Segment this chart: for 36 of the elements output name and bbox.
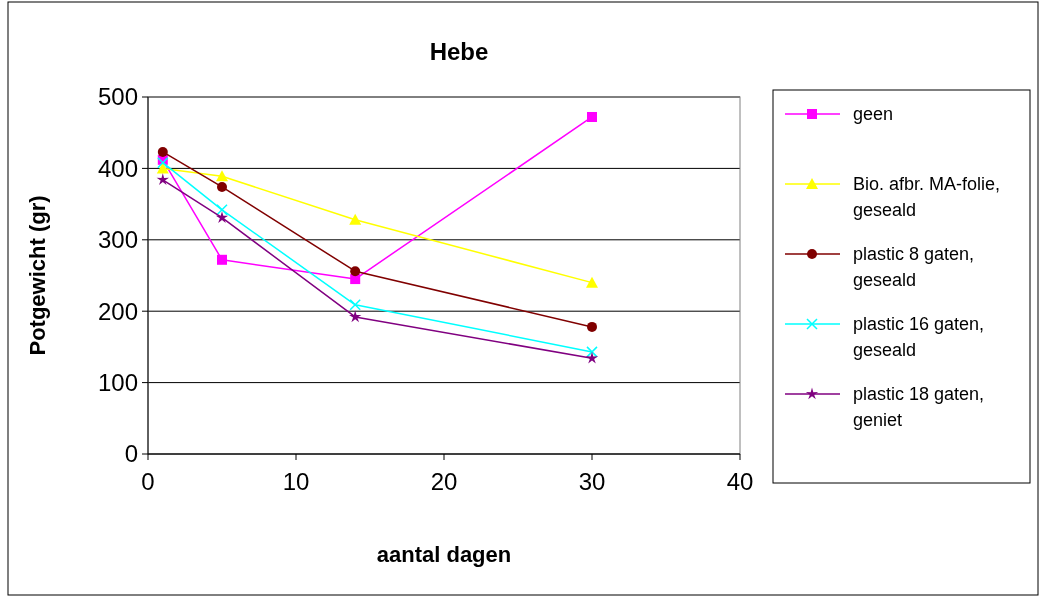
y-tick-label: 500	[97, 83, 138, 111]
point	[216, 170, 228, 182]
point	[156, 173, 169, 186]
point	[587, 321, 597, 332]
legend-label: plastic 8 gaten, geseald	[853, 244, 975, 291]
point	[350, 266, 361, 277]
y-tick-label: 200	[97, 297, 138, 325]
y-axis-title: Potgewicht (gr)	[25, 195, 50, 356]
point	[587, 111, 597, 122]
legend-label: geen	[853, 104, 894, 125]
point	[586, 276, 598, 288]
y-tick-label: 300	[97, 226, 138, 254]
x-tick-label: 0	[141, 468, 155, 495]
point	[157, 156, 169, 169]
point	[217, 181, 227, 192]
point	[157, 146, 168, 157]
point	[586, 346, 598, 358]
point	[215, 211, 229, 223]
legend-label: Bio. afbr. MA-folie, geseald	[853, 174, 1001, 221]
point	[217, 254, 227, 265]
y-tick-label: 400	[97, 154, 138, 182]
y-tick-label: 0	[124, 440, 138, 468]
x-tick-label: 40	[726, 468, 754, 495]
legend-label: plastic 18 gaten, geniet	[853, 384, 985, 431]
point	[349, 213, 362, 225]
point	[349, 299, 361, 311]
chart-title: Hebe	[429, 38, 489, 65]
x-tick-label: 20	[430, 468, 458, 495]
point	[349, 310, 362, 323]
legend-label: plastic 16 gaten, geseald	[853, 314, 985, 361]
point	[585, 351, 599, 364]
x-tick-label: 10	[282, 468, 310, 495]
x-tick-label: 30	[578, 468, 606, 495]
point	[216, 204, 228, 216]
y-tick-label: 100	[97, 369, 138, 396]
x-axis-title: aantal dagen	[376, 542, 512, 567]
